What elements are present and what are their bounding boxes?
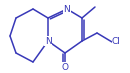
Text: N: N <box>64 5 70 14</box>
Text: O: O <box>61 62 69 71</box>
Text: N: N <box>45 36 51 45</box>
Text: Cl: Cl <box>112 38 121 47</box>
